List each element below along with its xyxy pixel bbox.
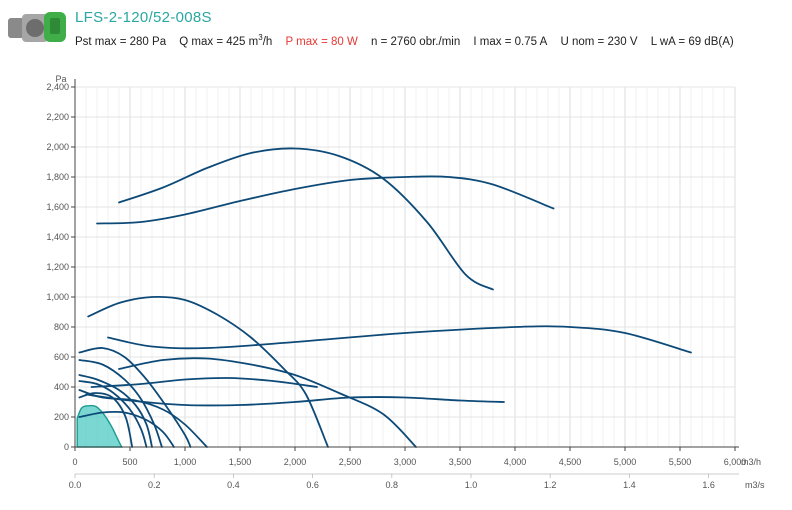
- curve-line-4: [107, 325, 692, 354]
- curve-line-5: [118, 357, 417, 448]
- y-tick-label: 1,200: [46, 262, 69, 272]
- y-tick-label: 800: [54, 322, 69, 332]
- y-tick-label: 1,400: [46, 232, 69, 242]
- y-axis-unit: Pa: [55, 74, 66, 84]
- q-max-suffix: /h: [262, 35, 273, 48]
- pst-max-spec: Pst max = 280 Pa: [75, 35, 167, 48]
- secondary-x-tick-label: 1.0: [465, 480, 478, 490]
- q-max-spec: Q max = 425 m3/h: [179, 33, 273, 48]
- q-max-sup: 3: [258, 33, 263, 42]
- x-tick-label: 0: [72, 457, 77, 467]
- x-tick-label: 4,500: [559, 457, 582, 467]
- grid: [75, 86, 736, 447]
- y-tick-label: 200: [54, 412, 69, 422]
- y-tick-label: 2,000: [46, 142, 69, 152]
- y-tick-label: 1,800: [46, 172, 69, 182]
- product-image: [8, 12, 66, 42]
- x-axis-unit: m3/h: [741, 457, 761, 467]
- p-max-spec: P max = 80 W: [285, 35, 358, 48]
- x-tick-label: 1,000: [174, 457, 197, 467]
- curve-line-11: [78, 380, 148, 448]
- x-tick-label: 5,500: [669, 457, 692, 467]
- curve-line-14: [78, 410, 175, 448]
- axes: 0 200 400 600 800 1,000 1,200 1,400 1,600 1,800 2,…: [46, 74, 765, 490]
- x-tick-label: 6,000: [724, 457, 747, 467]
- y-tick-label: 400: [54, 382, 69, 392]
- curve-line-10: [78, 374, 153, 448]
- y-tick-label: 600: [54, 352, 69, 362]
- chart-title: LFS-2-120/52-008S: [75, 9, 212, 26]
- secondary-x-tick-label: 1.4: [623, 480, 636, 490]
- secondary-x-tick-label: 1.6: [702, 480, 715, 490]
- curve-line-3: [87, 295, 329, 448]
- y-tick-label: 0: [64, 442, 69, 452]
- lwa-spec: L wA = 69 dB(A): [650, 35, 734, 48]
- secondary-x-tick-label: 0.6: [306, 480, 319, 490]
- y-tick-label: 2,400: [46, 82, 69, 92]
- spec-row: Pst max = 280 Pa Q max = 425 m3/h P max …: [75, 33, 744, 48]
- curve-line-12: [78, 389, 208, 448]
- curve-line-1: [118, 147, 494, 291]
- curve-line-6: [90, 377, 318, 388]
- x-tick-label: 2,000: [284, 457, 307, 467]
- curve-line-2: [96, 175, 555, 225]
- curves: [78, 147, 692, 448]
- secondary-x-tick-label: 0.0: [69, 480, 82, 490]
- secondary-x-axis-unit: m3/s: [745, 480, 765, 490]
- curve-line-13: [78, 392, 134, 448]
- x-tick-label: 5,000: [614, 457, 637, 467]
- u-nom-spec: U nom = 230 V: [560, 35, 638, 48]
- y-tick-label: 1,000: [46, 292, 69, 302]
- x-tick-label: 3,500: [449, 457, 472, 467]
- curve-line-8: [78, 347, 192, 448]
- x-tick-label: 3,000: [394, 457, 417, 467]
- y-tick-label: 2,200: [46, 112, 69, 122]
- q-max-prefix: Q max = 425 m: [179, 35, 259, 48]
- y-tick-label: 1,600: [46, 202, 69, 212]
- secondary-x-tick-label: 0.4: [227, 480, 240, 490]
- curve-line-9: [78, 359, 163, 448]
- x-tick-label: 1,500: [229, 457, 252, 467]
- i-max-spec: I max = 0.75 A: [473, 35, 548, 48]
- secondary-x-tick-label: 1.2: [544, 480, 557, 490]
- x-tick-label: 4,000: [504, 457, 527, 467]
- speed-spec: n = 2760 obr./min: [371, 35, 461, 48]
- secondary-x-tick-label: 0.8: [386, 480, 399, 490]
- secondary-x-tick-label: 0.2: [148, 480, 161, 490]
- x-tick-label: 500: [122, 457, 137, 467]
- x-tick-label: 2,500: [339, 457, 362, 467]
